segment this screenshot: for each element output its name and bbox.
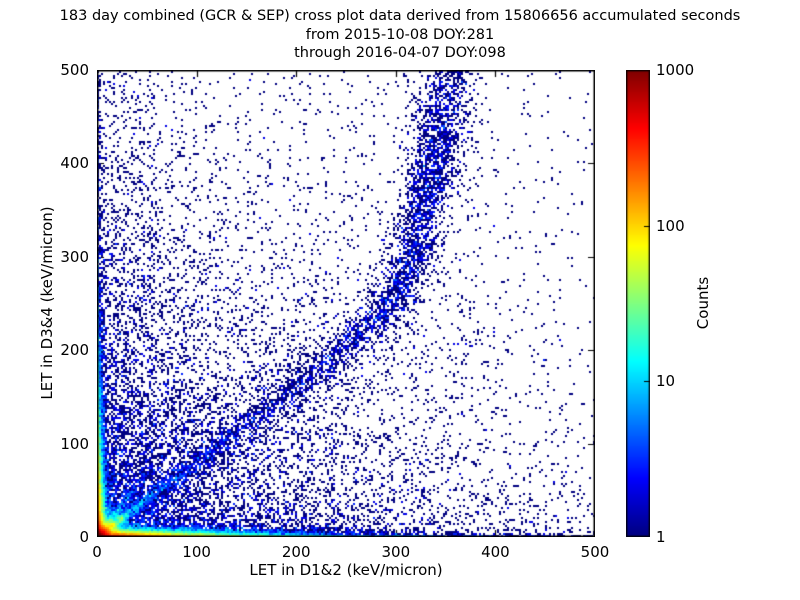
y-axis-label: LET in D3&4 (keV/micron): [38, 206, 56, 400]
colorbar-tick-label-1000: 1000: [656, 61, 695, 79]
y-tick-label-400: 400: [60, 154, 89, 173]
colorbar-tick-label-100: 100: [656, 216, 685, 235]
y-tick-label-100: 100: [60, 434, 89, 453]
x-tick-label-400: 400: [481, 543, 510, 561]
x-tick-label-0: 0: [92, 543, 102, 561]
colorbar-tick-label-10: 10: [656, 372, 676, 391]
chart-title: 183 day combined (GCR & SEP) cross plot …: [0, 7, 800, 63]
x-tick-label-500: 500: [580, 543, 610, 561]
y-tick-label-200: 200: [60, 341, 89, 360]
x-tick-label-300: 300: [381, 543, 411, 561]
colorbar-label: Counts: [694, 276, 712, 330]
y-tick-label-0: 0: [79, 528, 89, 546]
x-tick-label-200: 200: [281, 543, 311, 561]
y-tick-label-300: 300: [60, 247, 89, 266]
colorbar-tick-label-1: 1: [656, 528, 666, 546]
x-tick-label-100: 100: [182, 543, 211, 561]
title-line-1: 183 day combined (GCR & SEP) cross plot …: [59, 8, 741, 24]
x-axis-label: LET in D1&2 (keV/micron): [249, 561, 443, 579]
title-line-3: through 2016-04-07 DOY:098: [294, 45, 506, 61]
heatmap-canvas: [97, 70, 595, 537]
title-line-2: from 2015-10-08 DOY:281: [305, 26, 495, 43]
y-tick-label-500: 500: [60, 61, 89, 79]
colorbar-gradient: [626, 70, 650, 537]
